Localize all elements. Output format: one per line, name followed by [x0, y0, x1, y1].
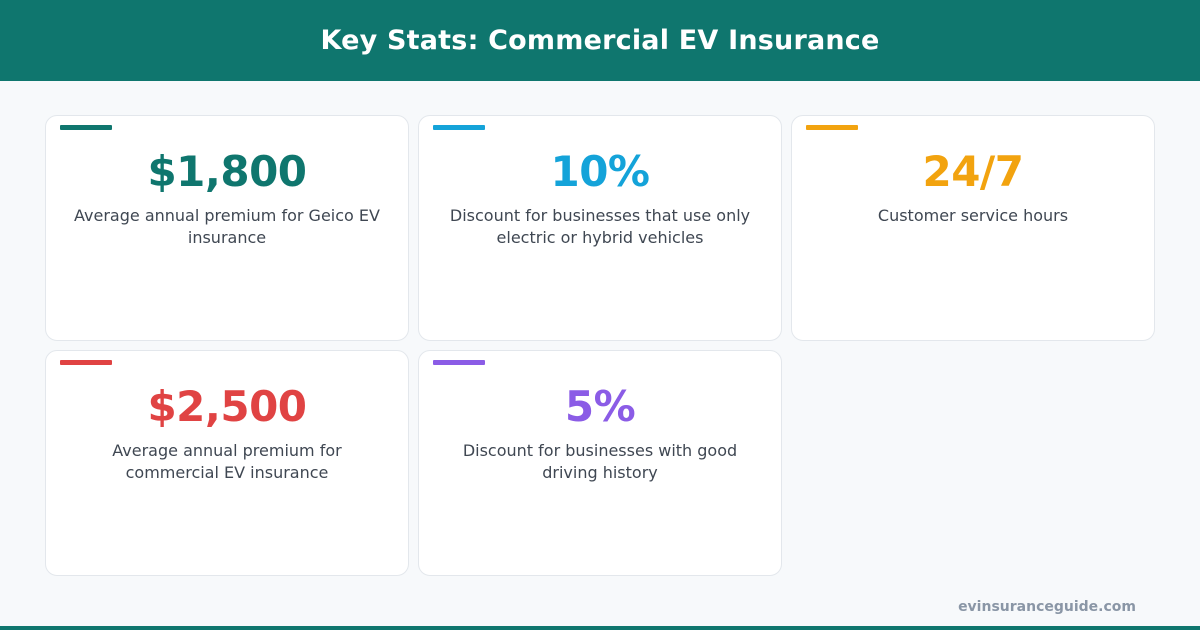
stat-value: 24/7	[922, 147, 1024, 196]
stat-value: $2,500	[147, 382, 307, 431]
card-accent-bar	[806, 125, 858, 130]
stat-description: Average annual premium for Geico EV insu…	[74, 206, 380, 247]
stat-card-driving-discount: 5% Discount for businesses with good dri…	[418, 350, 782, 576]
stat-value: 10%	[550, 147, 650, 196]
stat-card-electric-discount: 10% Discount for businesses that use onl…	[418, 115, 782, 341]
card-accent-bar	[433, 125, 485, 130]
stat-description: Average annual premium for commercial EV…	[112, 441, 342, 482]
stat-description: Discount for businesses that use only el…	[449, 206, 751, 247]
stat-value: $1,800	[147, 147, 307, 196]
stat-card-service-hours: 24/7 Customer service hours	[791, 115, 1155, 341]
card-accent-bar	[60, 125, 112, 130]
stat-card-commercial-premium: $2,500 Average annual premium for commer…	[45, 350, 409, 576]
stat-description: Discount for businesses with good drivin…	[462, 441, 738, 482]
page-title: Key Stats: Commercial EV Insurance	[320, 25, 880, 56]
card-accent-bar	[433, 360, 485, 365]
stat-value: 5%	[564, 382, 636, 431]
header-banner: Key Stats: Commercial EV Insurance	[0, 0, 1200, 81]
bottom-accent-bar	[0, 626, 1200, 630]
stat-description: Customer service hours	[877, 206, 1069, 225]
site-link[interactable]: evinsuranceguide.com	[958, 599, 1136, 615]
card-accent-bar	[60, 360, 112, 365]
stat-card-geico-premium: $1,800 Average annual premium for Geico …	[45, 115, 409, 341]
